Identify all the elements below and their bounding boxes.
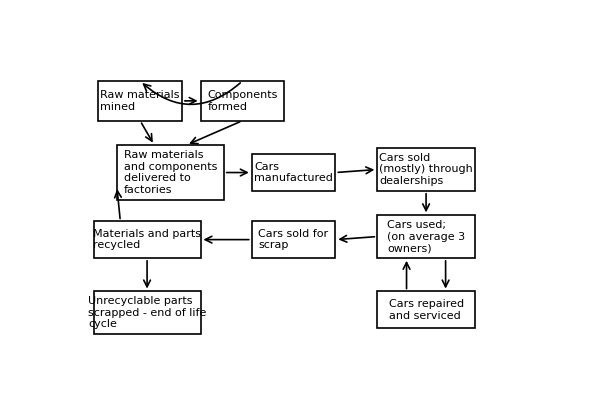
FancyBboxPatch shape	[377, 291, 475, 328]
FancyBboxPatch shape	[200, 81, 284, 121]
FancyBboxPatch shape	[377, 148, 475, 191]
FancyBboxPatch shape	[377, 215, 475, 258]
Text: Cars sold for
scrap: Cars sold for scrap	[259, 229, 329, 250]
Text: Cars repaired
and serviced: Cars repaired and serviced	[389, 299, 464, 320]
FancyBboxPatch shape	[252, 154, 335, 191]
Text: Cars used;
(on average 3
owners): Cars used; (on average 3 owners)	[387, 220, 465, 253]
Text: Components
formed: Components formed	[207, 90, 278, 112]
Text: Cars sold
(mostly) through
dealerships: Cars sold (mostly) through dealerships	[379, 153, 473, 186]
FancyBboxPatch shape	[252, 221, 335, 258]
Text: Unrecyclable parts
scrapped - end of life
cycle: Unrecyclable parts scrapped - end of lif…	[88, 296, 206, 329]
FancyBboxPatch shape	[94, 221, 200, 258]
FancyBboxPatch shape	[94, 291, 200, 334]
FancyBboxPatch shape	[98, 81, 182, 121]
Text: Raw materials
and components
delivered to
factories: Raw materials and components delivered t…	[124, 150, 217, 195]
Text: Raw materials
mined: Raw materials mined	[100, 90, 180, 112]
FancyBboxPatch shape	[117, 145, 224, 200]
Text: Cars
manufactured: Cars manufactured	[254, 162, 333, 183]
Text: Materials and parts
recycled: Materials and parts recycled	[93, 229, 201, 250]
